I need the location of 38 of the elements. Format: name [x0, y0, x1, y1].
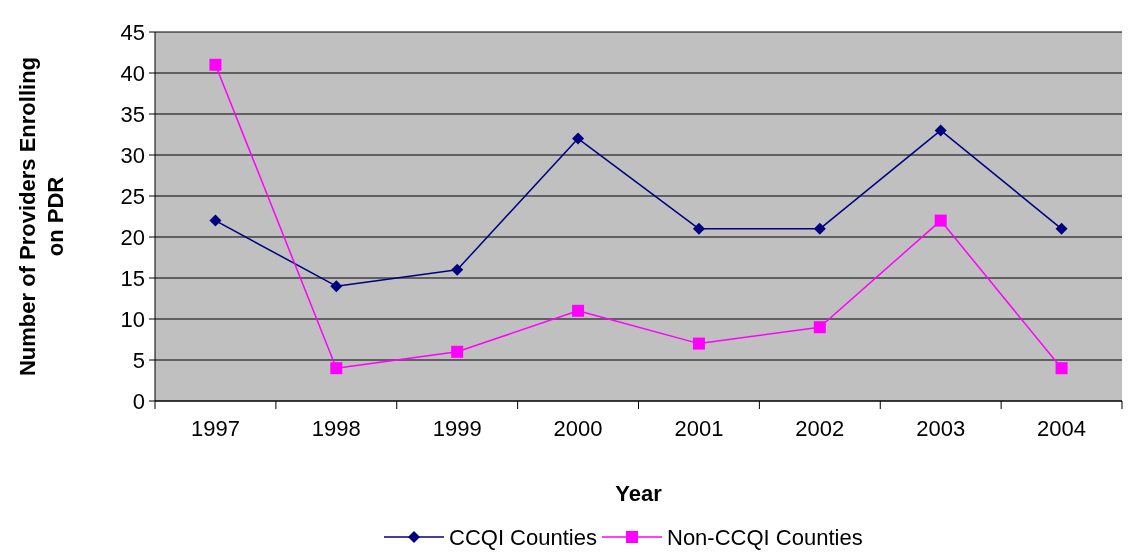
point — [330, 362, 343, 375]
point — [692, 337, 705, 350]
y-tick-label: 45 — [120, 19, 145, 45]
point — [1055, 362, 1068, 375]
point — [813, 222, 826, 235]
x-tick-label: 2002 — [795, 416, 845, 441]
x-tick-label: 1997 — [190, 416, 240, 441]
y-tick-label: 35 — [120, 101, 145, 127]
point — [572, 132, 585, 145]
y-axis-title: Number of Providers Enrolling on PDR — [15, 56, 68, 377]
point — [572, 304, 585, 317]
point — [1055, 222, 1068, 235]
x-tick-label: 2000 — [553, 416, 603, 441]
y-tick-label: 30 — [120, 142, 145, 168]
point — [451, 263, 464, 276]
point — [451, 345, 464, 358]
x-tick-label: 1998 — [311, 416, 361, 441]
x-axis-title: Year — [615, 481, 663, 506]
point — [813, 321, 826, 334]
point — [934, 214, 947, 227]
point — [692, 222, 705, 235]
x-tick-label: 1999 — [432, 416, 482, 441]
point — [209, 58, 222, 71]
y-tick-label: 0 — [132, 388, 145, 414]
x-tick-label: 2001 — [674, 416, 724, 441]
point — [209, 214, 222, 227]
y-tick-label: 40 — [120, 60, 145, 86]
y-tick-label: 20 — [120, 224, 145, 250]
y-tick-label: 5 — [132, 347, 145, 373]
x-tick-label: 2003 — [916, 416, 966, 441]
y-tick-label: 15 — [120, 265, 145, 291]
point — [330, 280, 343, 293]
y-tick-label: 25 — [120, 183, 145, 209]
legend-label: Non-CCQI Counties — [667, 524, 863, 550]
y-tick-label: 10 — [120, 306, 145, 332]
point — [934, 124, 947, 137]
x-tick-label: 2004 — [1037, 416, 1087, 441]
legend-label: CCQI Counties — [449, 524, 597, 550]
